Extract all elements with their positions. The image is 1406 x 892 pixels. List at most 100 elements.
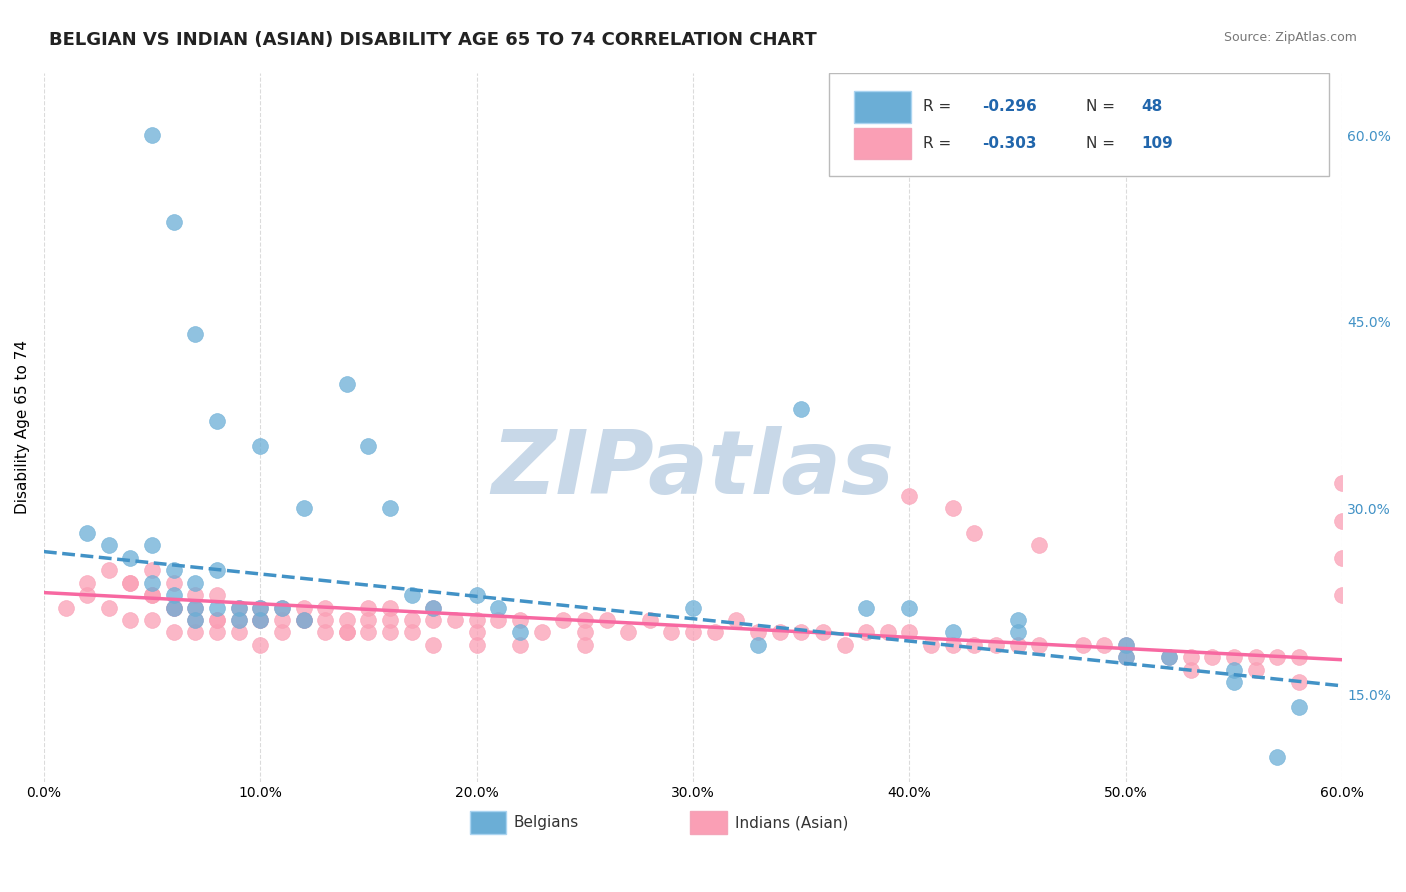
Point	[422, 600, 444, 615]
Point	[184, 575, 207, 590]
Point	[422, 600, 444, 615]
Point	[465, 613, 488, 627]
Point	[228, 600, 250, 615]
Point	[509, 613, 531, 627]
Point	[1115, 638, 1137, 652]
Point	[769, 625, 792, 640]
Point	[55, 600, 77, 615]
Point	[163, 625, 186, 640]
Point	[249, 600, 271, 615]
Text: -0.296: -0.296	[983, 100, 1038, 114]
Point	[1223, 675, 1246, 690]
Point	[790, 625, 813, 640]
Point	[401, 588, 423, 602]
Point	[834, 638, 856, 652]
Point	[1007, 625, 1029, 640]
Point	[228, 613, 250, 627]
Point	[682, 600, 704, 615]
Point	[1244, 650, 1267, 665]
Point	[228, 613, 250, 627]
Text: 109: 109	[1142, 136, 1173, 152]
Point	[486, 613, 509, 627]
Point	[942, 501, 965, 516]
Point	[509, 638, 531, 652]
Text: -0.303: -0.303	[983, 136, 1038, 152]
Point	[422, 613, 444, 627]
Text: ZIPatlas: ZIPatlas	[492, 426, 894, 513]
Point	[378, 625, 401, 640]
Point	[249, 638, 271, 652]
Point	[141, 588, 163, 602]
Point	[163, 600, 186, 615]
Point	[1331, 588, 1354, 602]
Point	[314, 613, 336, 627]
Point	[1092, 638, 1115, 652]
Point	[205, 613, 228, 627]
Point	[249, 613, 271, 627]
Point	[141, 538, 163, 552]
Point	[184, 613, 207, 627]
Point	[1115, 650, 1137, 665]
Point	[249, 600, 271, 615]
Point	[553, 613, 575, 627]
Point	[747, 625, 769, 640]
FancyBboxPatch shape	[853, 91, 911, 122]
Point	[638, 613, 661, 627]
Point	[682, 625, 704, 640]
Text: Belgians: Belgians	[515, 815, 579, 830]
Point	[444, 613, 467, 627]
Point	[141, 563, 163, 577]
Text: 48: 48	[1142, 100, 1163, 114]
Point	[530, 625, 553, 640]
Point	[378, 501, 401, 516]
Point	[205, 563, 228, 577]
Point	[76, 588, 98, 602]
Point	[1265, 749, 1288, 764]
Point	[163, 575, 186, 590]
Point	[422, 638, 444, 652]
Text: Source: ZipAtlas.com: Source: ZipAtlas.com	[1223, 31, 1357, 45]
Point	[1180, 650, 1202, 665]
Point	[574, 613, 596, 627]
Point	[141, 588, 163, 602]
Point	[292, 600, 315, 615]
Point	[1115, 650, 1137, 665]
Point	[898, 600, 921, 615]
Point	[574, 638, 596, 652]
Point	[120, 613, 142, 627]
Point	[1028, 638, 1050, 652]
Point	[336, 376, 359, 391]
Point	[963, 638, 986, 652]
Point	[249, 439, 271, 453]
Point	[271, 600, 294, 615]
Point	[1007, 638, 1029, 652]
Point	[1223, 663, 1246, 677]
Point	[574, 625, 596, 640]
Point	[1288, 700, 1310, 714]
Point	[271, 600, 294, 615]
Point	[617, 625, 640, 640]
Point	[401, 613, 423, 627]
Point	[401, 625, 423, 640]
Point	[163, 600, 186, 615]
Point	[1331, 476, 1354, 491]
Point	[205, 414, 228, 428]
Point	[898, 489, 921, 503]
Text: R =: R =	[922, 136, 956, 152]
Point	[509, 625, 531, 640]
Point	[465, 588, 488, 602]
Point	[855, 625, 877, 640]
Point	[984, 638, 1007, 652]
Point	[942, 638, 965, 652]
Point	[249, 613, 271, 627]
Point	[1331, 550, 1354, 565]
Point	[876, 625, 898, 640]
Point	[292, 613, 315, 627]
FancyBboxPatch shape	[853, 128, 911, 160]
Point	[1331, 514, 1354, 528]
Point	[120, 575, 142, 590]
Point	[357, 439, 380, 453]
FancyBboxPatch shape	[830, 73, 1329, 176]
Point	[747, 638, 769, 652]
Point	[184, 326, 207, 341]
